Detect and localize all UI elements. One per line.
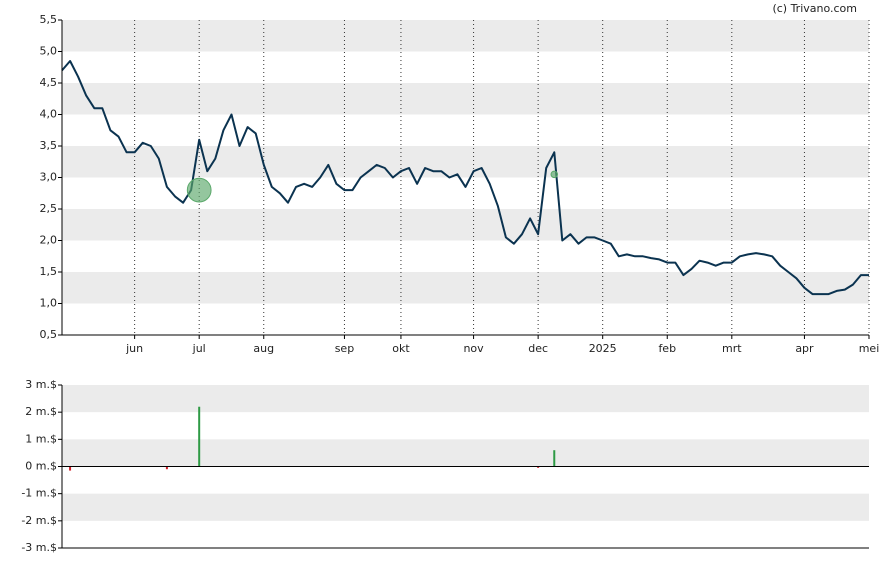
- x-tick-label: 2025: [589, 342, 617, 355]
- volume-bar: [553, 450, 556, 467]
- y-tick-label: 2,0: [40, 234, 58, 247]
- grid-band: [62, 209, 869, 241]
- y-tick-label: 2 m.$: [25, 405, 57, 418]
- y-tick-label: 5,5: [40, 13, 58, 26]
- x-tick-label: aug: [253, 342, 274, 355]
- grid-band: [62, 493, 869, 521]
- y-tick-label: 0 m.$: [25, 460, 57, 473]
- x-tick-label: sep: [335, 342, 354, 355]
- y-tick-label: 1 m.$: [25, 432, 57, 445]
- grid-band: [62, 20, 869, 52]
- grid-band: [62, 385, 869, 413]
- y-tick-label: 1,0: [40, 297, 58, 310]
- x-tick-label: okt: [392, 342, 410, 355]
- credit: (c) Trivano.com: [772, 2, 857, 15]
- y-tick-label: 5,0: [40, 45, 58, 58]
- volume-bar: [165, 466, 168, 470]
- trade-marker: [550, 170, 559, 179]
- trade-marker: [186, 177, 212, 203]
- x-tick-label: mrt: [722, 342, 742, 355]
- y-tick-label: -3 m.$: [21, 541, 57, 554]
- x-tick-label: mei: [859, 342, 880, 355]
- x-tick-label: nov: [463, 342, 484, 355]
- x-tick-label: jun: [125, 342, 143, 355]
- y-tick-label: -2 m.$: [21, 514, 57, 527]
- y-tick-label: 0,5: [40, 328, 58, 341]
- y-tick-label: 3,5: [40, 139, 58, 152]
- y-tick-label: -1 m.$: [21, 487, 57, 500]
- grid-band: [62, 272, 869, 304]
- y-tick-label: 1,5: [40, 265, 58, 278]
- price-line: [61, 60, 869, 296]
- x-tick-label: apr: [795, 342, 814, 355]
- x-tick-label: jul: [192, 342, 206, 355]
- grid-band: [62, 146, 869, 178]
- y-tick-label: 3 m.$: [25, 378, 57, 391]
- y-tick-label: 4,0: [40, 108, 58, 121]
- volume-bar: [69, 466, 72, 471]
- y-tick-label: 4,5: [40, 76, 58, 89]
- volume-bar: [537, 466, 540, 468]
- x-tick-label: feb: [658, 342, 676, 355]
- grid-band: [62, 83, 869, 115]
- x-tick-label: dec: [528, 342, 548, 355]
- grid-band: [62, 439, 869, 467]
- y-tick-label: 3,0: [40, 171, 58, 184]
- volume-bar: [198, 406, 201, 467]
- y-tick-label: 2,5: [40, 202, 58, 215]
